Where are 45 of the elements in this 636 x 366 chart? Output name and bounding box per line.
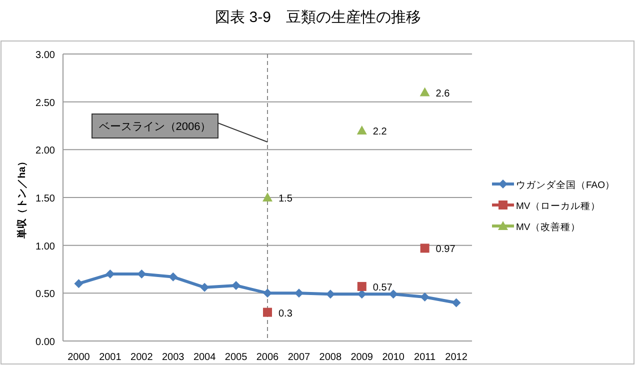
y-tick-label: 3.00 — [36, 50, 56, 61]
x-tick-label: 2012 — [445, 352, 468, 363]
chart-title: 図表 3-9 豆類の生産性の推移 — [215, 9, 421, 26]
x-tick-label: 2002 — [130, 352, 154, 363]
point — [232, 281, 241, 290]
point — [452, 298, 461, 308]
data-label: 0.57 — [372, 282, 393, 294]
x-tick-label: 2007 — [288, 352, 311, 363]
data-label: 0.3 — [278, 308, 293, 320]
y-tick-label: 1.00 — [36, 241, 56, 252]
data-label: 1.5 — [278, 194, 293, 204]
x-tick-label: 2008 — [319, 352, 342, 363]
legend-label: MV（ローカル種） — [516, 201, 600, 212]
y-tick-label: 2.00 — [36, 146, 56, 157]
y-tick-label: 2.50 — [36, 98, 56, 109]
x-tick-label: 2009 — [350, 352, 374, 363]
x-tick-label: 2004 — [193, 352, 216, 363]
point — [420, 87, 430, 96]
x-tick-label: 2003 — [162, 352, 185, 363]
legend-label: MV（改善種） — [516, 221, 580, 233]
point — [263, 288, 272, 298]
point — [357, 282, 366, 291]
x-tick-label: 2001 — [99, 352, 122, 363]
y-tick-label: 1.50 — [36, 194, 56, 204]
ref-label: ベースライン（2006） — [92, 114, 268, 143]
x-tick-label: 2006 — [256, 352, 280, 363]
x-tick-label: 2010 — [382, 352, 405, 363]
y-axis-title: 単収（トン／ha） — [16, 156, 28, 240]
point — [356, 126, 367, 135]
x-tick-label: 2011 — [414, 352, 436, 363]
point — [263, 308, 272, 317]
y-tick-label: 0.50 — [36, 289, 56, 300]
point — [74, 279, 84, 288]
point — [168, 272, 178, 282]
legend-label: ウガンダ全国（FAO） — [516, 179, 616, 191]
data-label: 2.2 — [372, 126, 388, 138]
data-label: 2.6 — [436, 88, 450, 100]
x-tick-label: 2005 — [224, 352, 248, 363]
y-tick-label: 0.00 — [36, 337, 56, 348]
point — [420, 244, 430, 253]
x-tick-label: 2000 — [68, 352, 90, 363]
point — [420, 292, 430, 302]
point — [262, 192, 272, 202]
data-label: 0.97 — [436, 244, 456, 256]
ref-line-label: ベースライン（2006） — [98, 121, 212, 133]
